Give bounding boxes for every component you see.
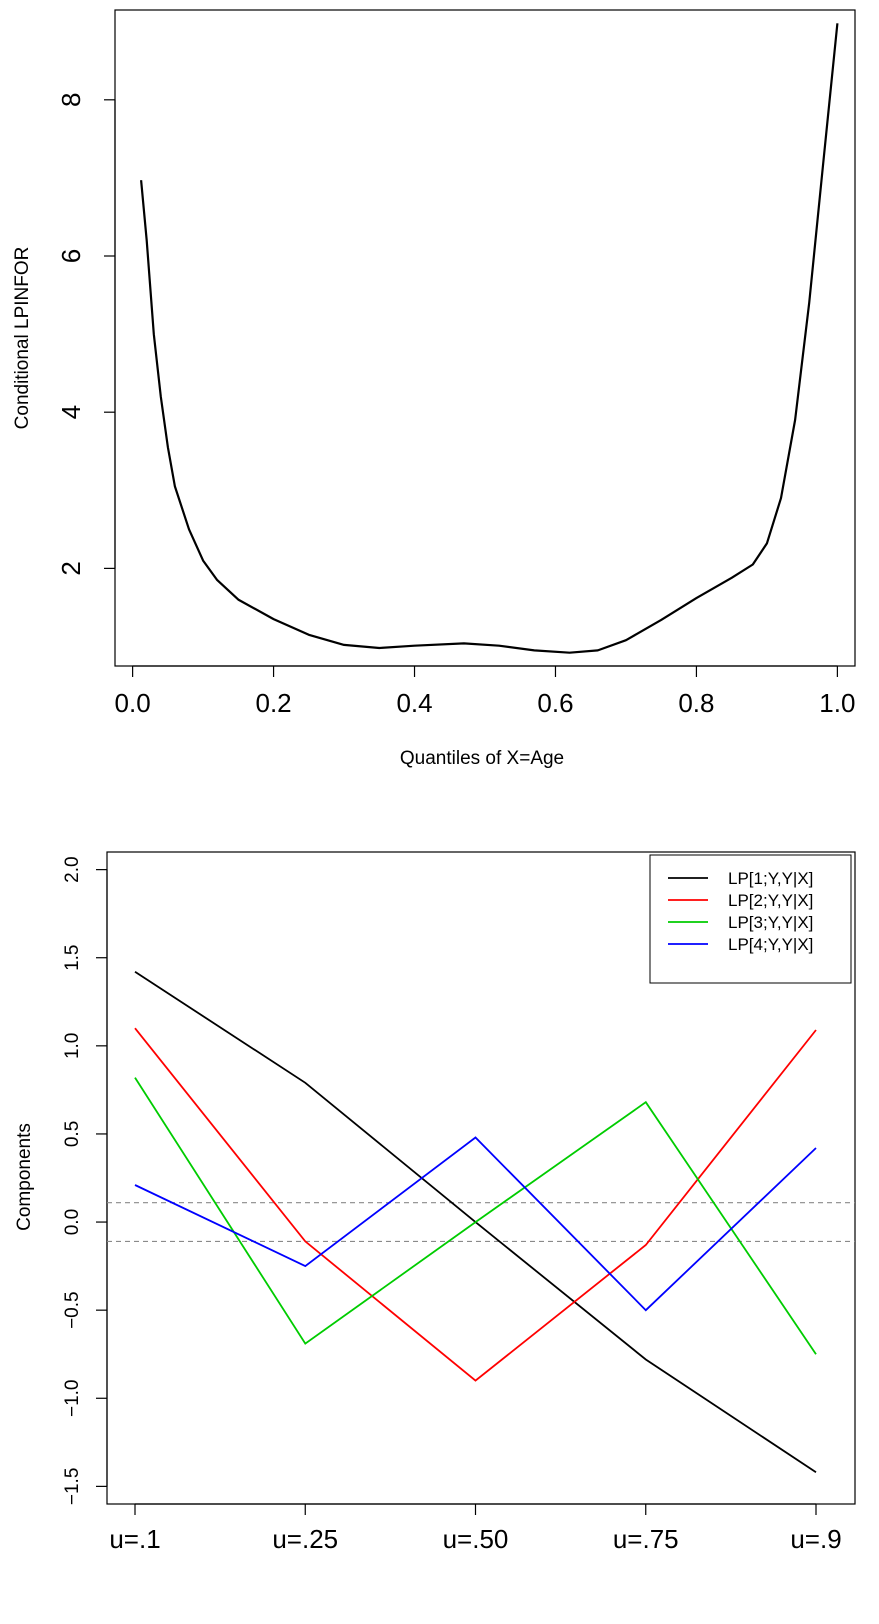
y-axis-label: Conditional LPINFOR bbox=[12, 247, 33, 430]
x-tick-label: 0.8 bbox=[678, 688, 714, 718]
y-tick-label: −0.5 bbox=[62, 1291, 83, 1329]
x-axis: u=.1 u=.25 u=.50 u=.75 u=.9 bbox=[109, 1503, 842, 1554]
plot-frame bbox=[114, 9, 856, 667]
series-line bbox=[134, 1077, 817, 1355]
components-chart: u=.1 u=.25 u=.50 u=.75 u=.9 −1.5 −1.0 −0.5 0.0 0… bbox=[14, 851, 856, 1554]
y-axis: 2 4 6 8 bbox=[56, 93, 116, 576]
legend-label: LP[1;Y,Y|X] bbox=[728, 869, 813, 888]
y-tick-label: 2 bbox=[56, 561, 86, 575]
reference-lines bbox=[107, 1202, 855, 1243]
x-tick-label: u=.9 bbox=[790, 1524, 841, 1554]
x-tick-label: 0.0 bbox=[115, 688, 151, 718]
legend-label: LP[2;Y,Y|X] bbox=[728, 891, 813, 910]
y-tick-label: 1.0 bbox=[62, 1033, 83, 1059]
x-tick-label: u=.1 bbox=[109, 1524, 160, 1554]
series-line bbox=[134, 1027, 817, 1382]
y-tick-label: 0.0 bbox=[62, 1209, 83, 1235]
y-tick-label: 8 bbox=[56, 93, 86, 107]
x-axis: 0.0 0.2 0.4 0.6 0.8 1.0 bbox=[115, 665, 855, 718]
y-tick-label: −1.5 bbox=[62, 1468, 83, 1506]
y-tick-label: −1.0 bbox=[62, 1380, 83, 1418]
series-line bbox=[134, 1136, 817, 1312]
x-tick-label: 1.0 bbox=[819, 688, 855, 718]
legend-box bbox=[649, 854, 852, 984]
y-axis: −1.5 −1.0 −0.5 0.0 0.5 1.0 1.5 2.0 bbox=[62, 856, 108, 1506]
y-tick-label: 4 bbox=[56, 405, 86, 419]
legend: LP[1;Y,Y|X] LP[2;Y,Y|X] LP[3;Y,Y|X] LP[4;Y,… bbox=[649, 854, 852, 984]
legend-label: LP[4;Y,Y|X] bbox=[728, 935, 813, 954]
x-tick-label: 0.2 bbox=[255, 688, 291, 718]
x-axis-label: Quantiles of X=Age bbox=[400, 748, 564, 769]
x-tick-label: u=.50 bbox=[443, 1524, 509, 1554]
y-axis-label: Components bbox=[14, 1123, 35, 1231]
y-tick-label: 6 bbox=[56, 249, 86, 263]
y-tick-label: 1.5 bbox=[62, 945, 83, 971]
x-tick-label: 0.4 bbox=[396, 688, 432, 718]
series-lines bbox=[140, 23, 839, 654]
y-tick-label: 0.5 bbox=[62, 1121, 83, 1147]
series-lines bbox=[134, 971, 817, 1474]
y-tick-label: 2.0 bbox=[62, 856, 83, 882]
legend-label: LP[3;Y,Y|X] bbox=[728, 913, 813, 932]
lpinfor-chart: 0.0 0.2 0.4 0.6 0.8 1.0 2 4 6 8 Quantiles of X=A… bbox=[12, 9, 856, 769]
x-tick-label: u=.25 bbox=[272, 1524, 338, 1554]
series-line bbox=[140, 23, 839, 654]
x-tick-label: 0.6 bbox=[537, 688, 573, 718]
x-tick-label: u=.75 bbox=[613, 1524, 679, 1554]
